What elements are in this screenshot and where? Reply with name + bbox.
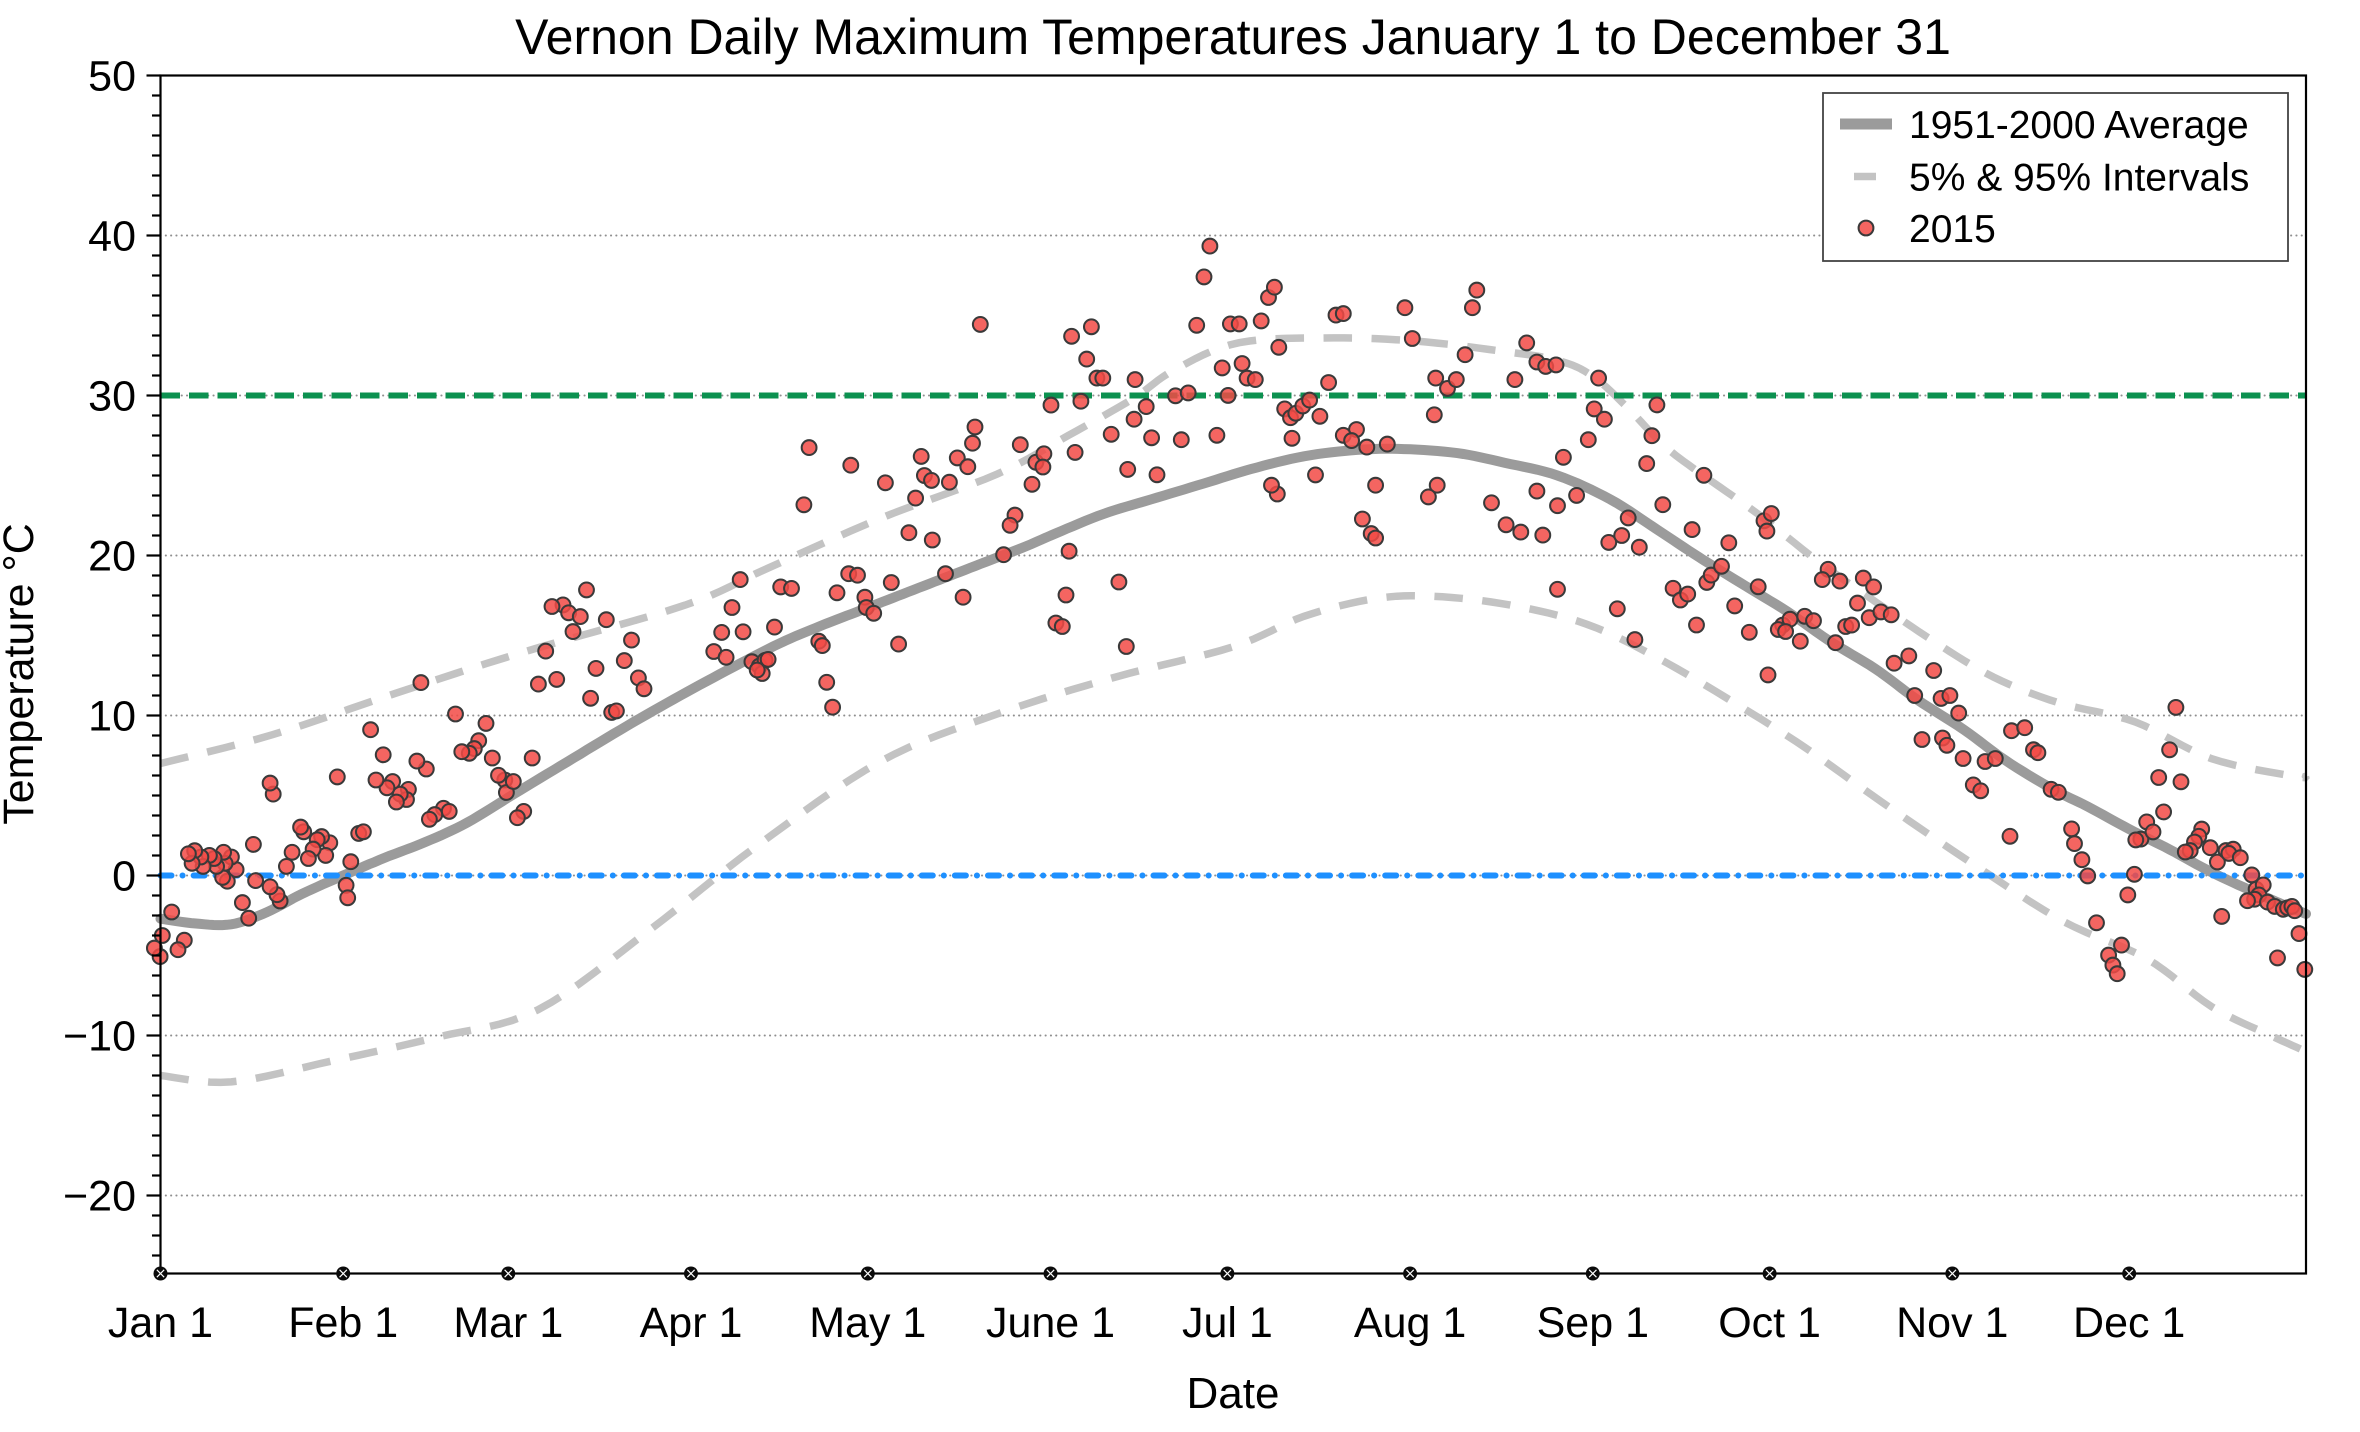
svg-text:Apr 1: Apr 1 xyxy=(640,1299,743,1347)
svg-text:10: 10 xyxy=(88,693,136,741)
svg-text:50: 50 xyxy=(88,53,136,101)
svg-text:−20: −20 xyxy=(63,1173,136,1221)
svg-text:May 1: May 1 xyxy=(809,1299,926,1347)
svg-text:Vernon Daily Maximum Temperatu: Vernon Daily Maximum Temperatures Januar… xyxy=(515,9,1951,65)
svg-text:Oct 1: Oct 1 xyxy=(1718,1299,1821,1347)
svg-text:20: 20 xyxy=(88,533,136,581)
svg-text:Jan 1: Jan 1 xyxy=(108,1299,213,1347)
svg-text:Temperature °C: Temperature °C xyxy=(0,523,43,825)
svg-text:0: 0 xyxy=(112,853,136,901)
svg-text:Sep 1: Sep 1 xyxy=(1537,1299,1649,1347)
svg-text:Date: Date xyxy=(1187,1369,1280,1418)
svg-text:Feb 1: Feb 1 xyxy=(288,1299,398,1347)
svg-text:Jul 1: Jul 1 xyxy=(1182,1299,1273,1347)
svg-text:Dec 1: Dec 1 xyxy=(2073,1299,2185,1347)
svg-text:Nov 1: Nov 1 xyxy=(1896,1299,2008,1347)
svg-text:40: 40 xyxy=(88,213,136,261)
svg-text:1951-2000 Average: 1951-2000 Average xyxy=(1909,104,2249,147)
svg-text:June 1: June 1 xyxy=(986,1299,1115,1347)
svg-text:Mar 1: Mar 1 xyxy=(453,1299,563,1347)
svg-text:−10: −10 xyxy=(63,1013,136,1061)
svg-text:30: 30 xyxy=(88,373,136,421)
svg-text:5% & 95% Intervals: 5% & 95% Intervals xyxy=(1909,157,2249,200)
svg-text:Aug 1: Aug 1 xyxy=(1354,1299,1466,1347)
svg-text:2015: 2015 xyxy=(1909,208,1996,251)
